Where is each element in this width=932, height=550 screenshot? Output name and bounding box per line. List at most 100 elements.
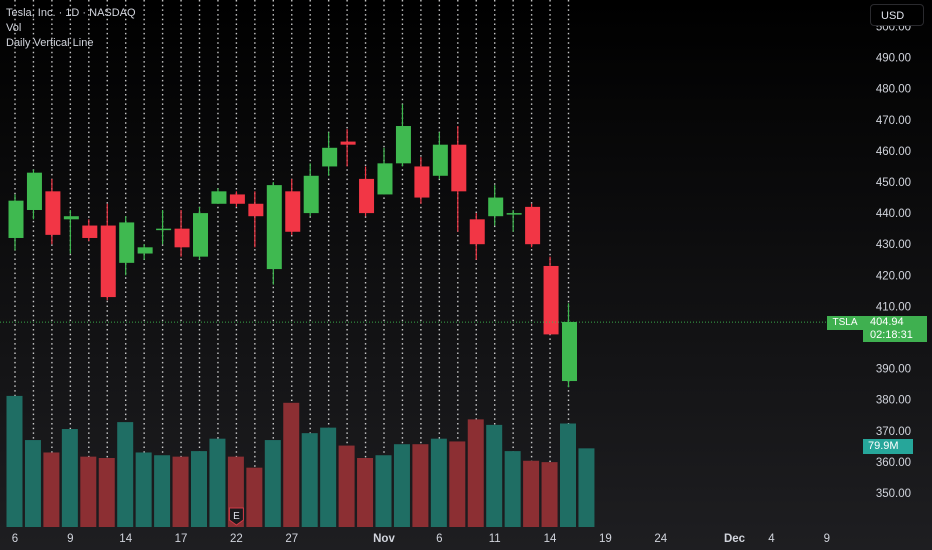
y-axis-tick-label: 490.00 — [876, 53, 911, 65]
y-axis-tick-label: 470.00 — [876, 115, 911, 127]
candle-body — [525, 206, 541, 245]
candle-body — [432, 144, 448, 176]
volume-bar — [24, 440, 41, 527]
y-axis-tick-label: 440.00 — [876, 208, 911, 220]
candle-body — [100, 225, 116, 298]
currency-button[interactable]: USD — [870, 4, 924, 26]
x-axis-tick-label: 17 — [175, 533, 188, 545]
candle-body — [506, 213, 522, 215]
candle-body — [303, 175, 319, 214]
volume-bar — [301, 433, 318, 527]
x-axis-tick-label: 19 — [599, 533, 612, 545]
y-axis-tick-label: 390.00 — [876, 364, 911, 376]
volume-bar — [154, 455, 171, 527]
candle-body — [45, 191, 61, 235]
volume-bar — [338, 445, 355, 527]
volume-bar — [209, 438, 226, 527]
candle-body — [285, 191, 301, 232]
y-axis-tick-label: 350.00 — [876, 488, 911, 500]
candle-body — [359, 178, 375, 214]
volume-bar — [560, 423, 576, 527]
volume-bar — [430, 438, 447, 527]
candle-body — [82, 225, 98, 238]
volume-bar — [504, 451, 521, 527]
y-axis-tick-label: 370.00 — [876, 426, 911, 438]
volume-bar — [172, 456, 189, 527]
volume-bar — [264, 440, 281, 527]
candle-body — [8, 200, 24, 238]
volume-indicator-label[interactable]: Vol — [6, 22, 22, 34]
volume-bar — [43, 452, 60, 527]
volume-bar — [61, 429, 78, 527]
y-axis-tick-label: 480.00 — [876, 84, 911, 96]
last-price-badge: 404.94 02:18:31 — [863, 316, 927, 342]
x-axis-tick-label: Nov — [373, 533, 395, 545]
x-axis-tick-label: 14 — [544, 533, 557, 545]
candle-body — [63, 216, 79, 220]
earnings-marker-icon — [228, 507, 244, 526]
candle-body — [229, 194, 245, 204]
candle-body — [156, 228, 172, 231]
candle-body — [414, 166, 430, 198]
y-axis-tick-label: 460.00 — [876, 146, 911, 158]
volume-bar — [578, 448, 595, 527]
symbol-title[interactable]: Tesla, Inc. · 1D · NASDAQ — [6, 7, 136, 19]
bar-countdown: 02:18:31 — [870, 329, 913, 341]
candle-body — [174, 228, 190, 248]
volume-bar — [541, 462, 558, 527]
candle-body — [248, 203, 264, 217]
volume-bar — [283, 402, 300, 527]
candle-body — [488, 197, 504, 217]
volume-value-badge: 79.9M — [863, 439, 913, 454]
candle-body — [26, 172, 42, 210]
x-axis-tick-label: 11 — [489, 533, 501, 545]
candle-body — [266, 185, 282, 270]
candle-body — [119, 222, 135, 263]
candle-body — [543, 265, 559, 335]
candle-body — [211, 191, 227, 204]
candle-body — [451, 144, 467, 192]
x-axis-tick-label: 27 — [285, 533, 298, 545]
candle-body — [322, 147, 338, 167]
x-axis-tick-label: 9 — [67, 533, 73, 545]
volume-bar — [80, 456, 97, 527]
y-axis-tick-label: 420.00 — [876, 270, 911, 282]
candle-body — [193, 213, 208, 257]
candle-body — [395, 126, 411, 164]
y-axis-tick-label: 360.00 — [876, 457, 911, 469]
x-axis-tick-label: 24 — [654, 533, 667, 545]
volume-bar — [98, 458, 115, 527]
volume-bar — [375, 455, 392, 527]
volume-bar — [523, 460, 540, 527]
x-axis-tick-label: 4 — [768, 533, 775, 545]
volume-bar — [246, 467, 263, 527]
candle-body — [562, 321, 577, 382]
volume-bar — [486, 424, 503, 527]
earnings-marker-label: E — [233, 511, 240, 522]
x-axis-tick-label: 6 — [436, 533, 442, 545]
y-axis-tick-label: 450.00 — [876, 177, 911, 189]
volume-bar — [393, 444, 410, 527]
volume-bar — [357, 458, 374, 527]
volume-bar — [320, 427, 337, 527]
ticker-label: TSLA — [827, 316, 863, 330]
x-axis-tick-label: 6 — [12, 533, 18, 545]
volume-bar — [191, 451, 207, 527]
volume-bar — [412, 444, 429, 527]
x-axis-tick-label: 22 — [230, 533, 243, 545]
volume-bar — [449, 441, 466, 527]
x-axis-tick-label: 14 — [119, 533, 132, 545]
last-price-value: 404.94 — [870, 316, 904, 328]
volume-bar — [6, 395, 23, 527]
candle-body — [377, 163, 393, 195]
y-axis-tick-label: 430.00 — [876, 239, 911, 251]
chart-legend: Tesla, Inc. · 1D · NASDAQ Vol Daily Vert… — [6, 6, 136, 51]
candle-body — [340, 141, 356, 145]
candle-body — [469, 219, 485, 245]
volume-bar — [117, 422, 134, 527]
volume-bar — [467, 419, 484, 527]
vertical-line-indicator-label[interactable]: Daily Vertical Line — [6, 37, 94, 49]
y-axis-tick-label: 380.00 — [876, 395, 911, 407]
candle-body — [137, 247, 153, 254]
